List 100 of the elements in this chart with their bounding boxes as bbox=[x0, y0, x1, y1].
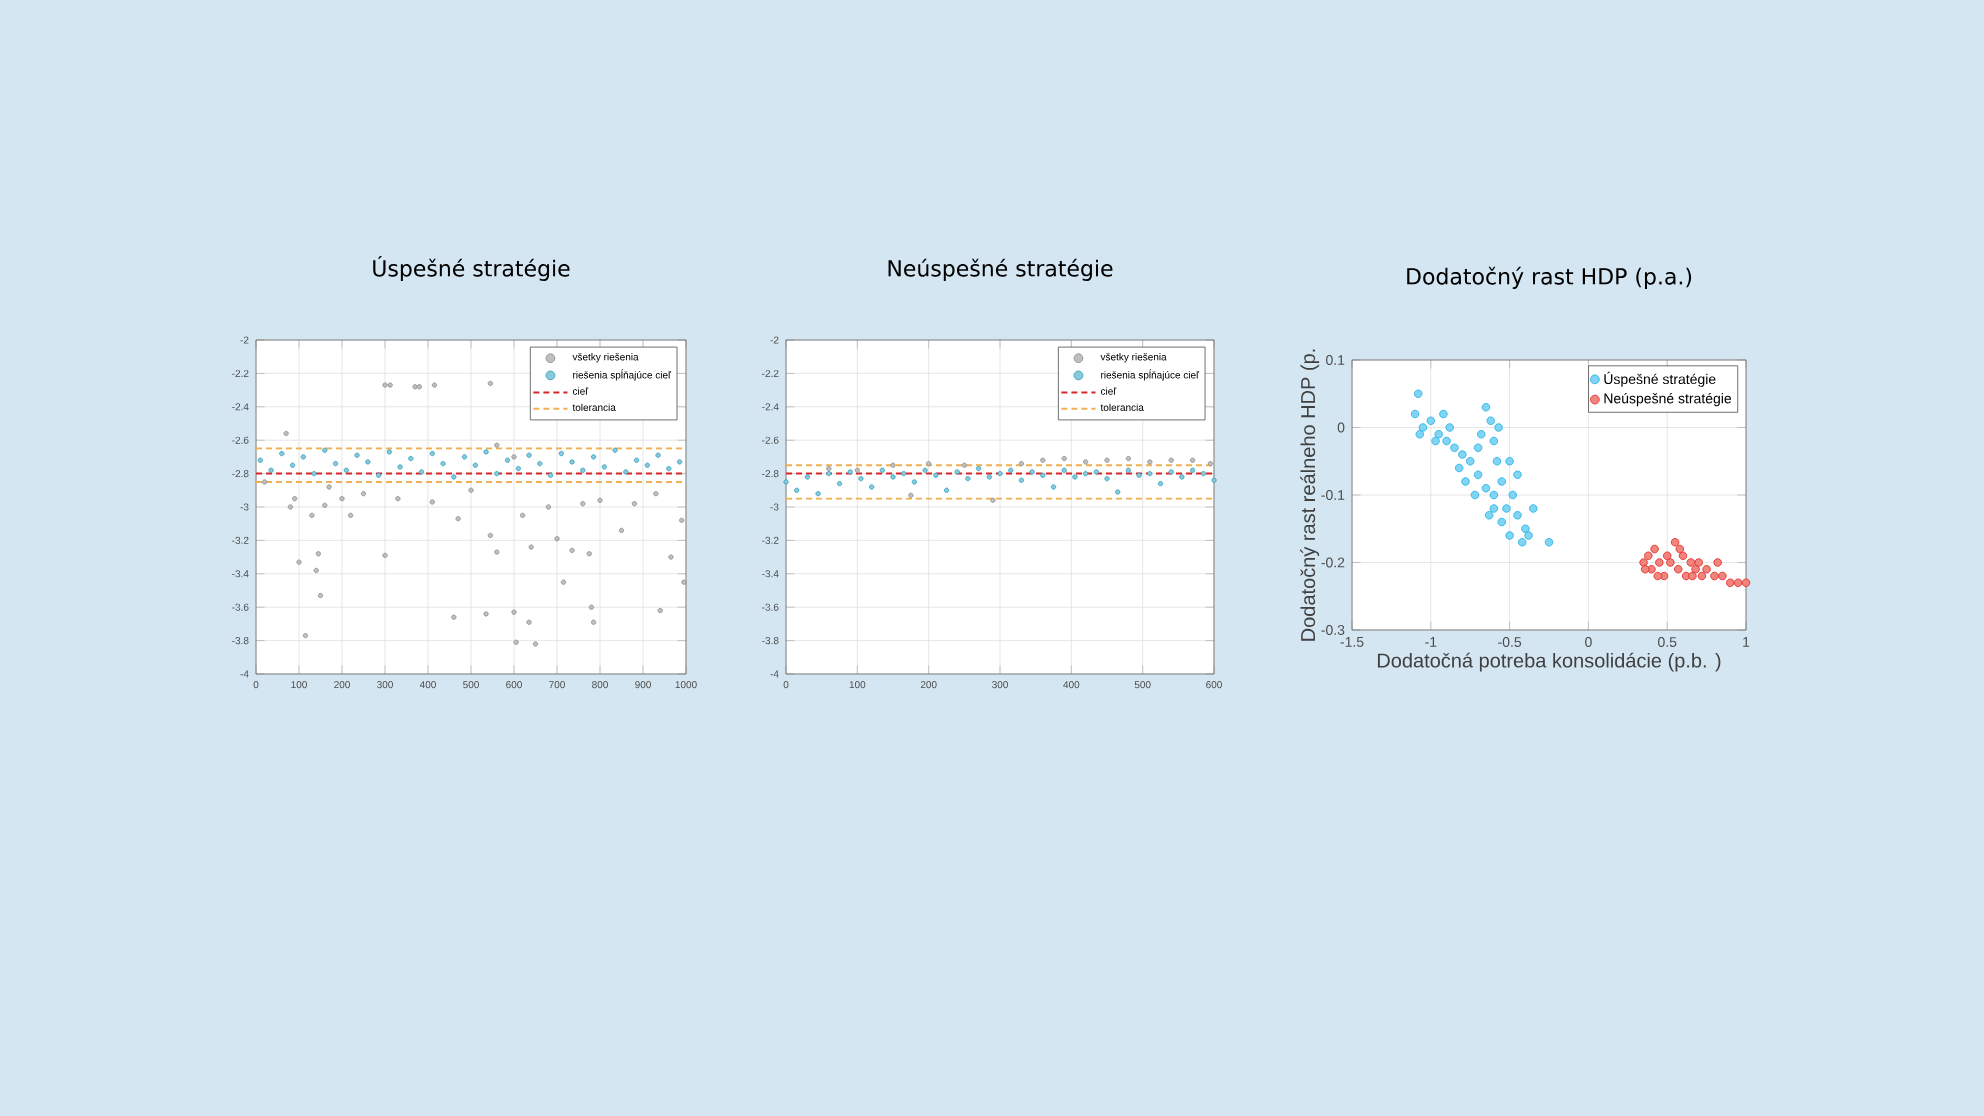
point bbox=[429, 499, 435, 505]
point bbox=[1029, 469, 1035, 475]
point bbox=[1518, 538, 1527, 547]
point bbox=[302, 632, 309, 639]
point bbox=[569, 547, 575, 554]
point bbox=[1157, 481, 1164, 487]
point bbox=[676, 459, 683, 465]
point bbox=[601, 464, 607, 470]
point bbox=[890, 474, 896, 480]
point bbox=[1494, 423, 1503, 432]
point bbox=[1726, 578, 1735, 587]
point bbox=[440, 460, 446, 467]
point bbox=[943, 487, 950, 493]
point bbox=[1473, 470, 1483, 479]
point bbox=[332, 460, 339, 467]
point bbox=[554, 536, 560, 542]
point bbox=[322, 447, 328, 453]
point bbox=[908, 492, 914, 498]
point bbox=[1125, 455, 1132, 462]
point bbox=[580, 501, 586, 507]
point bbox=[1050, 484, 1057, 490]
point bbox=[354, 452, 360, 458]
point bbox=[1190, 467, 1196, 473]
point bbox=[1733, 578, 1743, 587]
point bbox=[504, 457, 511, 463]
point bbox=[1640, 565, 1650, 574]
point bbox=[322, 502, 328, 508]
point bbox=[1666, 558, 1675, 567]
point bbox=[1470, 490, 1480, 500]
point bbox=[1655, 558, 1664, 567]
point bbox=[257, 457, 263, 463]
point bbox=[1505, 531, 1514, 540]
point bbox=[1484, 511, 1494, 520]
point bbox=[526, 619, 532, 625]
x-axis-title: Dodatočná potreba konsolidácie (p.b. ) bbox=[1377, 652, 1721, 672]
point bbox=[586, 551, 592, 557]
point bbox=[472, 462, 478, 468]
point bbox=[313, 567, 319, 574]
point bbox=[858, 476, 864, 482]
point bbox=[386, 449, 392, 455]
point bbox=[633, 457, 640, 463]
point bbox=[560, 579, 567, 585]
point bbox=[494, 471, 500, 477]
point bbox=[387, 382, 393, 388]
point bbox=[826, 471, 832, 477]
point bbox=[408, 455, 414, 462]
point bbox=[526, 452, 532, 458]
point bbox=[375, 472, 382, 478]
point bbox=[287, 504, 294, 510]
point bbox=[1415, 430, 1424, 439]
point bbox=[1678, 551, 1688, 560]
point bbox=[528, 544, 534, 550]
point bbox=[558, 450, 564, 457]
point bbox=[1489, 490, 1499, 500]
point bbox=[1147, 471, 1153, 477]
point bbox=[487, 532, 493, 538]
point bbox=[1040, 472, 1046, 478]
point bbox=[965, 476, 971, 482]
point bbox=[590, 454, 597, 460]
point bbox=[279, 450, 285, 457]
point bbox=[990, 497, 996, 503]
point bbox=[1489, 436, 1499, 446]
point bbox=[826, 465, 832, 472]
point bbox=[1445, 423, 1454, 432]
point bbox=[1521, 524, 1530, 533]
point bbox=[794, 487, 800, 493]
point bbox=[1497, 477, 1506, 486]
point bbox=[416, 384, 423, 390]
point bbox=[513, 639, 519, 645]
point bbox=[1502, 504, 1511, 513]
point bbox=[1659, 571, 1669, 581]
chart-title: Dodatočný rast HDP (p.a.) bbox=[1407, 266, 1692, 289]
point bbox=[1644, 551, 1653, 560]
point bbox=[1168, 469, 1174, 475]
point bbox=[1125, 467, 1132, 473]
point bbox=[804, 474, 811, 480]
point bbox=[631, 501, 638, 507]
point bbox=[869, 484, 875, 490]
point bbox=[1147, 459, 1153, 465]
point bbox=[1713, 558, 1722, 567]
point bbox=[1431, 436, 1440, 446]
point bbox=[1544, 538, 1554, 547]
point bbox=[657, 607, 663, 614]
point bbox=[365, 459, 371, 465]
point bbox=[487, 380, 493, 387]
point bbox=[537, 460, 543, 467]
point bbox=[911, 479, 918, 485]
point bbox=[1688, 571, 1697, 581]
point bbox=[986, 474, 992, 480]
point bbox=[1524, 531, 1533, 540]
point bbox=[1694, 558, 1703, 567]
point bbox=[1492, 457, 1502, 466]
point bbox=[668, 554, 674, 560]
point bbox=[590, 619, 597, 625]
point bbox=[836, 481, 843, 487]
point bbox=[315, 551, 321, 557]
point bbox=[1018, 477, 1025, 483]
point bbox=[268, 467, 274, 473]
point bbox=[1670, 538, 1680, 547]
point bbox=[1179, 474, 1185, 480]
